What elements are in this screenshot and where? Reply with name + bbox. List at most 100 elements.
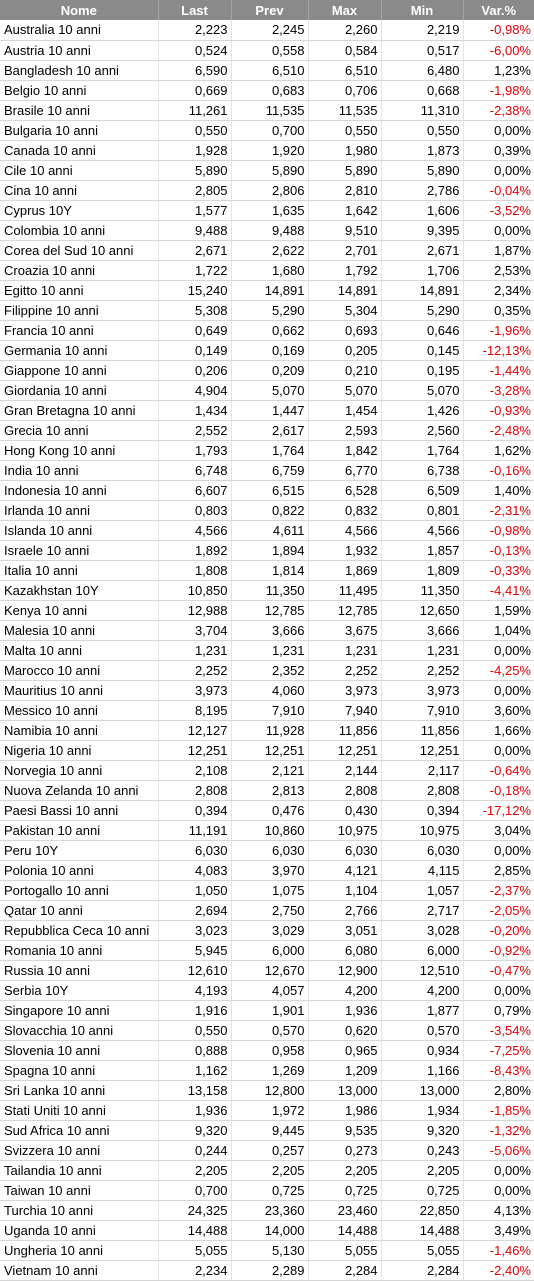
table-row[interactable]: Austria 10 anni 0,524 0,558 0,584 0,517 -6,00… (0, 40, 534, 61)
table-row[interactable]: Canada 10 anni 1,928 1,920 1,980 1,873 0,39% (0, 140, 534, 161)
table-row[interactable]: Namibia 10 anni 12,127 11,928 11,856 11,856 1… (0, 720, 534, 741)
cell-var: -7,25% (463, 1040, 534, 1061)
table-row[interactable]: Colombia 10 anni 9,488 9,488 9,510 9,395 0,00… (0, 220, 534, 241)
column-header-var[interactable]: Var.% (463, 0, 534, 20)
table-row[interactable]: Brasile 10 anni 11,261 11,535 11,535 11,310-… (0, 100, 534, 121)
table-row[interactable]: Svizzera 10 anni 0,244 0,257 0,273 0,243 -5,0… (0, 1140, 534, 1161)
cell-max: 2,810 (308, 180, 382, 201)
table-row[interactable]: Vietnam 10 anni 2,234 2,289 2,284 2,284 -2,40… (0, 1260, 534, 1281)
table-row[interactable]: Taiwan 10 anni 0,700 0,725 0,725 0,725 0,00% (0, 1180, 534, 1201)
table-row[interactable]: Corea del Sud 10 anni 2,671 2,622 2,701 2,67… (0, 240, 534, 261)
cell-name: Brasile 10 anni (0, 100, 159, 121)
table-row[interactable]: Messico 10 anni 8,195 7,910 7,940 7,910 3,60% (0, 700, 534, 721)
table-row[interactable]: Ungheria 10 anni 5,055 5,130 5,055 5,055 -1,4… (0, 1240, 534, 1261)
table-row[interactable]: Giordania 10 anni 4,904 5,070 5,070 5,070 -3,… (0, 380, 534, 401)
table-row[interactable]: Peru 10Y 6,030 6,030 6,030 6,030 0,00% (0, 840, 534, 861)
table-row[interactable]: Indonesia 10 anni 6,607 6,515 6,528 6,509 1,4… (0, 480, 534, 501)
cell-name: Spagna 10 anni (0, 1060, 159, 1081)
cell-name: Nigeria 10 anni (0, 740, 159, 761)
table-row[interactable]: Polonia 10 anni 4,083 3,970 4,121 4,115 2,85% (0, 860, 534, 881)
cell-last: 1,916 (158, 1000, 232, 1021)
table-row[interactable]: Paesi Bassi 10 anni 0,394 0,476 0,430 0,394-… (0, 800, 534, 821)
cell-max: 2,701 (308, 240, 382, 261)
cell-prev: 5,290 (231, 300, 309, 321)
table-row[interactable]: Egitto 10 anni 15,240 14,891 14,891 14,891 2,… (0, 280, 534, 301)
cell-max: 0,205 (308, 340, 382, 361)
table-row[interactable]: Tailandia 10 anni 2,205 2,205 2,205 2,205 0,0… (0, 1160, 534, 1181)
table-row[interactable]: Kenya 10 anni 12,988 12,785 12,785 12,650 1,5… (0, 600, 534, 621)
cell-name: Pakistan 10 anni (0, 820, 159, 841)
table-row[interactable]: Malta 10 anni 1,231 1,231 1,231 1,231 0,00% (0, 640, 534, 661)
table-row[interactable]: Hong Kong 10 anni 1,793 1,764 1,842 1,764 1,6… (0, 440, 534, 461)
table-row[interactable]: Spagna 10 anni 1,162 1,269 1,209 1,166 -8,43% (0, 1060, 534, 1081)
cell-max: 12,785 (308, 600, 382, 621)
table-row[interactable]: Giappone 10 anni 0,206 0,209 0,210 0,195 -1,4… (0, 360, 534, 381)
table-row[interactable]: Romania 10 anni 5,945 6,000 6,080 6,000 -0,92… (0, 940, 534, 961)
cell-name: Nuova Zelanda 10 anni (0, 780, 159, 801)
table-row[interactable]: Irlanda 10 anni 0,803 0,822 0,832 0,801 -2,31… (0, 500, 534, 521)
column-header-last[interactable]: Last (158, 0, 232, 20)
column-header-nome[interactable]: Nome (0, 0, 159, 20)
cell-name: Giordania 10 anni (0, 380, 159, 401)
table-row[interactable]: Italia 10 anni 1,808 1,814 1,869 1,809 -0,33% (0, 560, 534, 581)
table-row[interactable]: Russia 10 anni 12,610 12,670 12,900 12,510 -0… (0, 960, 534, 981)
table-row[interactable]: Repubblica Ceca 10 anni 3,023 3,029 3,051 3,… (0, 920, 534, 941)
cell-name: Islanda 10 anni (0, 520, 159, 541)
column-header-prev[interactable]: Prev (231, 0, 309, 20)
table-row[interactable]: Malesia 10 anni 3,704 3,666 3,675 3,666 1,04% (0, 620, 534, 641)
cell-last: 9,320 (158, 1120, 232, 1141)
table-row[interactable]: Turchia 10 anni 24,325 23,360 23,460 22,850 4… (0, 1200, 534, 1221)
cell-name: Giappone 10 anni (0, 360, 159, 381)
table-row[interactable]: Nigeria 10 anni 12,251 12,251 12,251 12,251 0… (0, 740, 534, 761)
table-row[interactable]: Grecia 10 anni 2,552 2,617 2,593 2,560 -2,48% (0, 420, 534, 441)
table-row[interactable]: Cyprus 10Y 1,577 1,635 1,642 1,606 -3,52% (0, 200, 534, 221)
table-row[interactable]: Francia 10 anni 0,649 0,662 0,693 0,646 -1,96… (0, 320, 534, 341)
cell-prev: 2,806 (231, 180, 309, 201)
table-row[interactable]: Pakistan 10 anni 11,191 10,860 10,975 10,975… (0, 820, 534, 841)
cell-prev: 1,814 (231, 560, 309, 581)
table-row[interactable]: Islanda 10 anni 4,566 4,611 4,566 4,566 -0,98… (0, 520, 534, 541)
table-row[interactable]: Serbia 10Y 4,193 4,057 4,200 4,200 0,00% (0, 980, 534, 1001)
table-row[interactable]: Singapore 10 anni 1,916 1,901 1,936 1,877 0,7… (0, 1000, 534, 1021)
column-header-min[interactable]: Min (381, 0, 464, 20)
table-row[interactable]: Belgio 10 anni 0,669 0,683 0,706 0,668 -1,98% (0, 80, 534, 101)
cell-min: 1,706 (381, 260, 464, 281)
cell-prev: 4,611 (231, 520, 309, 541)
table-row[interactable]: Cile 10 anni 5,890 5,890 5,890 5,890 0,00% (0, 160, 534, 181)
table-row[interactable]: Uganda 10 anni 14,488 14,000 14,488 14,488 3,… (0, 1220, 534, 1241)
table-row[interactable]: Marocco 10 anni 2,252 2,352 2,252 2,252 -4,25… (0, 660, 534, 681)
table-row[interactable]: Stati Uniti 10 anni 1,936 1,972 1,986 1,934-… (0, 1100, 534, 1121)
table-row[interactable]: Nuova Zelanda 10 anni 2,808 2,813 2,808 2,80… (0, 780, 534, 801)
table-row[interactable]: Australia 10 anni 2,223 2,245 2,260 2,219 -0,… (0, 20, 534, 41)
table-row[interactable]: Norvegia 10 anni 2,108 2,121 2,144 2,117 -0,6… (0, 760, 534, 781)
table-row[interactable]: Portogallo 10 anni 1,050 1,075 1,104 1,057 -2… (0, 880, 534, 901)
table-row[interactable]: Bangladesh 10 anni 6,590 6,510 6,510 6,480 1,… (0, 60, 534, 81)
cell-prev: 12,251 (231, 740, 309, 761)
column-header-max[interactable]: Max (308, 0, 382, 20)
cell-prev: 11,928 (231, 720, 309, 741)
cell-prev: 5,070 (231, 380, 309, 401)
table-row[interactable]: Cina 10 anni 2,805 2,806 2,810 2,786 -0,04% (0, 180, 534, 201)
cell-name: Filippine 10 anni (0, 300, 159, 321)
table-row[interactable]: Qatar 10 anni 2,694 2,750 2,766 2,717 -2,05% (0, 900, 534, 921)
cell-last: 4,193 (158, 980, 232, 1001)
cell-var: -1,85% (463, 1100, 534, 1121)
cell-prev: 1,447 (231, 400, 309, 421)
cell-min: 14,891 (381, 280, 464, 301)
table-row[interactable]: Mauritius 10 anni 3,973 4,060 3,973 3,973 0,0… (0, 680, 534, 701)
table-row[interactable]: Bulgaria 10 anni 0,550 0,700 0,550 0,550 0,00… (0, 120, 534, 141)
cell-name: Belgio 10 anni (0, 80, 159, 101)
table-row[interactable]: Croazia 10 anni 1,722 1,680 1,792 1,706 2,53% (0, 260, 534, 281)
table-row[interactable]: India 10 anni 6,748 6,759 6,770 6,738 -0,16% (0, 460, 534, 481)
table-row[interactable]: Sri Lanka 10 anni 13,158 12,800 13,000 13,00… (0, 1080, 534, 1101)
cell-prev: 0,822 (231, 500, 309, 521)
table-row[interactable]: Slovacchia 10 anni 0,550 0,570 0,620 0,570 -3… (0, 1020, 534, 1041)
table-row[interactable]: Germania 10 anni 0,149 0,169 0,205 0,145 -12,… (0, 340, 534, 361)
table-row[interactable]: Gran Bretagna 10 anni 1,434 1,447 1,454 1,42… (0, 400, 534, 421)
table-row[interactable]: Filippine 10 anni 5,308 5,290 5,304 5,290 0,3… (0, 300, 534, 321)
table-row[interactable]: Kazakhstan 10Y 10,850 11,350 11,495 11,350 -4… (0, 580, 534, 601)
cell-name: Cile 10 anni (0, 160, 159, 181)
table-row[interactable]: Sud Africa 10 anni 9,320 9,445 9,535 9,320 -1… (0, 1120, 534, 1141)
table-row[interactable]: Slovenia 10 anni 0,888 0,958 0,965 0,934 -7,2… (0, 1040, 534, 1061)
table-row[interactable]: Israele 10 anni 1,892 1,894 1,932 1,857 -0,13… (0, 540, 534, 561)
